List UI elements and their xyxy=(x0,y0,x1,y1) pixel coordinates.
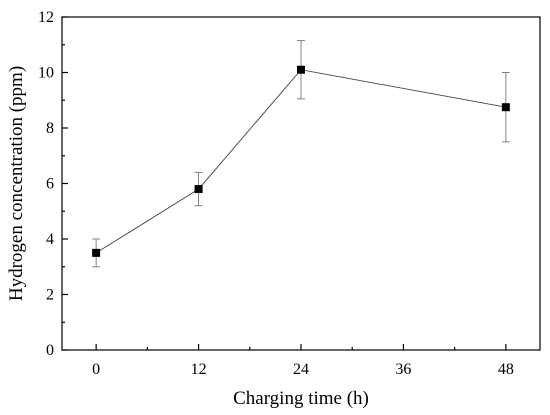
x-tick-label-1: 12 xyxy=(191,361,207,378)
y-tick-label-1: 2 xyxy=(46,287,54,304)
y-tick-label-3: 6 xyxy=(46,176,54,193)
series-line-0 xyxy=(95,69,506,254)
data-point-2 xyxy=(297,65,305,74)
x-tick-label-4: 48 xyxy=(498,361,514,378)
x-tick-label-3: 36 xyxy=(395,361,411,378)
y-tick-label-6: 12 xyxy=(38,9,54,26)
y-tick-label-2: 4 xyxy=(46,231,54,248)
data-point-3 xyxy=(501,103,510,112)
y-tick-label-5: 10 xyxy=(38,65,54,82)
data-point-1 xyxy=(194,185,203,194)
data-point-0 xyxy=(92,248,101,257)
y-tick-label-4: 8 xyxy=(46,120,54,137)
y-axis-title: Hydrogen concentration (ppm) xyxy=(6,66,27,301)
x-axis-title: Charging time (h) xyxy=(233,388,369,409)
x-tick-label-2: 24 xyxy=(293,361,309,378)
x-tick-label-0: 0 xyxy=(92,361,100,378)
y-tick-label-0: 0 xyxy=(46,342,54,359)
